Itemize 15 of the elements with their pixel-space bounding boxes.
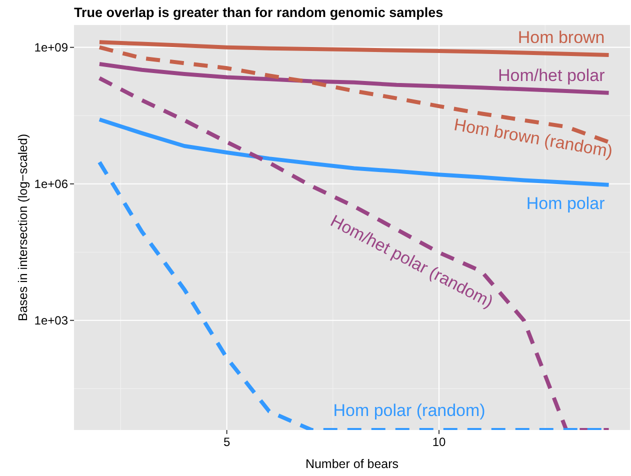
x-tick-label: 5 <box>223 435 230 449</box>
x-tick-label: 10 <box>432 435 446 449</box>
line-series <box>97 117 611 187</box>
series-label: Hom polar (random) <box>333 401 486 420</box>
x-axis-title: Number of bears <box>305 457 399 471</box>
y-axis-title: Bases in intersection (log−scaled) <box>16 134 30 322</box>
y-tick-label: 1e+06 <box>34 176 68 191</box>
y-tick-label: 1e+09 <box>34 40 68 54</box>
chart-title: True overlap is greater than for random genomic samples <box>74 5 444 20</box>
series-label: Hom brown <box>518 28 605 47</box>
y-tick-label: 1e+03 <box>34 313 68 328</box>
series-label: Hom/het polar <box>498 66 606 85</box>
line-series <box>97 62 611 95</box>
series-label: Hom polar <box>526 194 606 213</box>
text: Hom brown (random) <box>452 115 614 162</box>
